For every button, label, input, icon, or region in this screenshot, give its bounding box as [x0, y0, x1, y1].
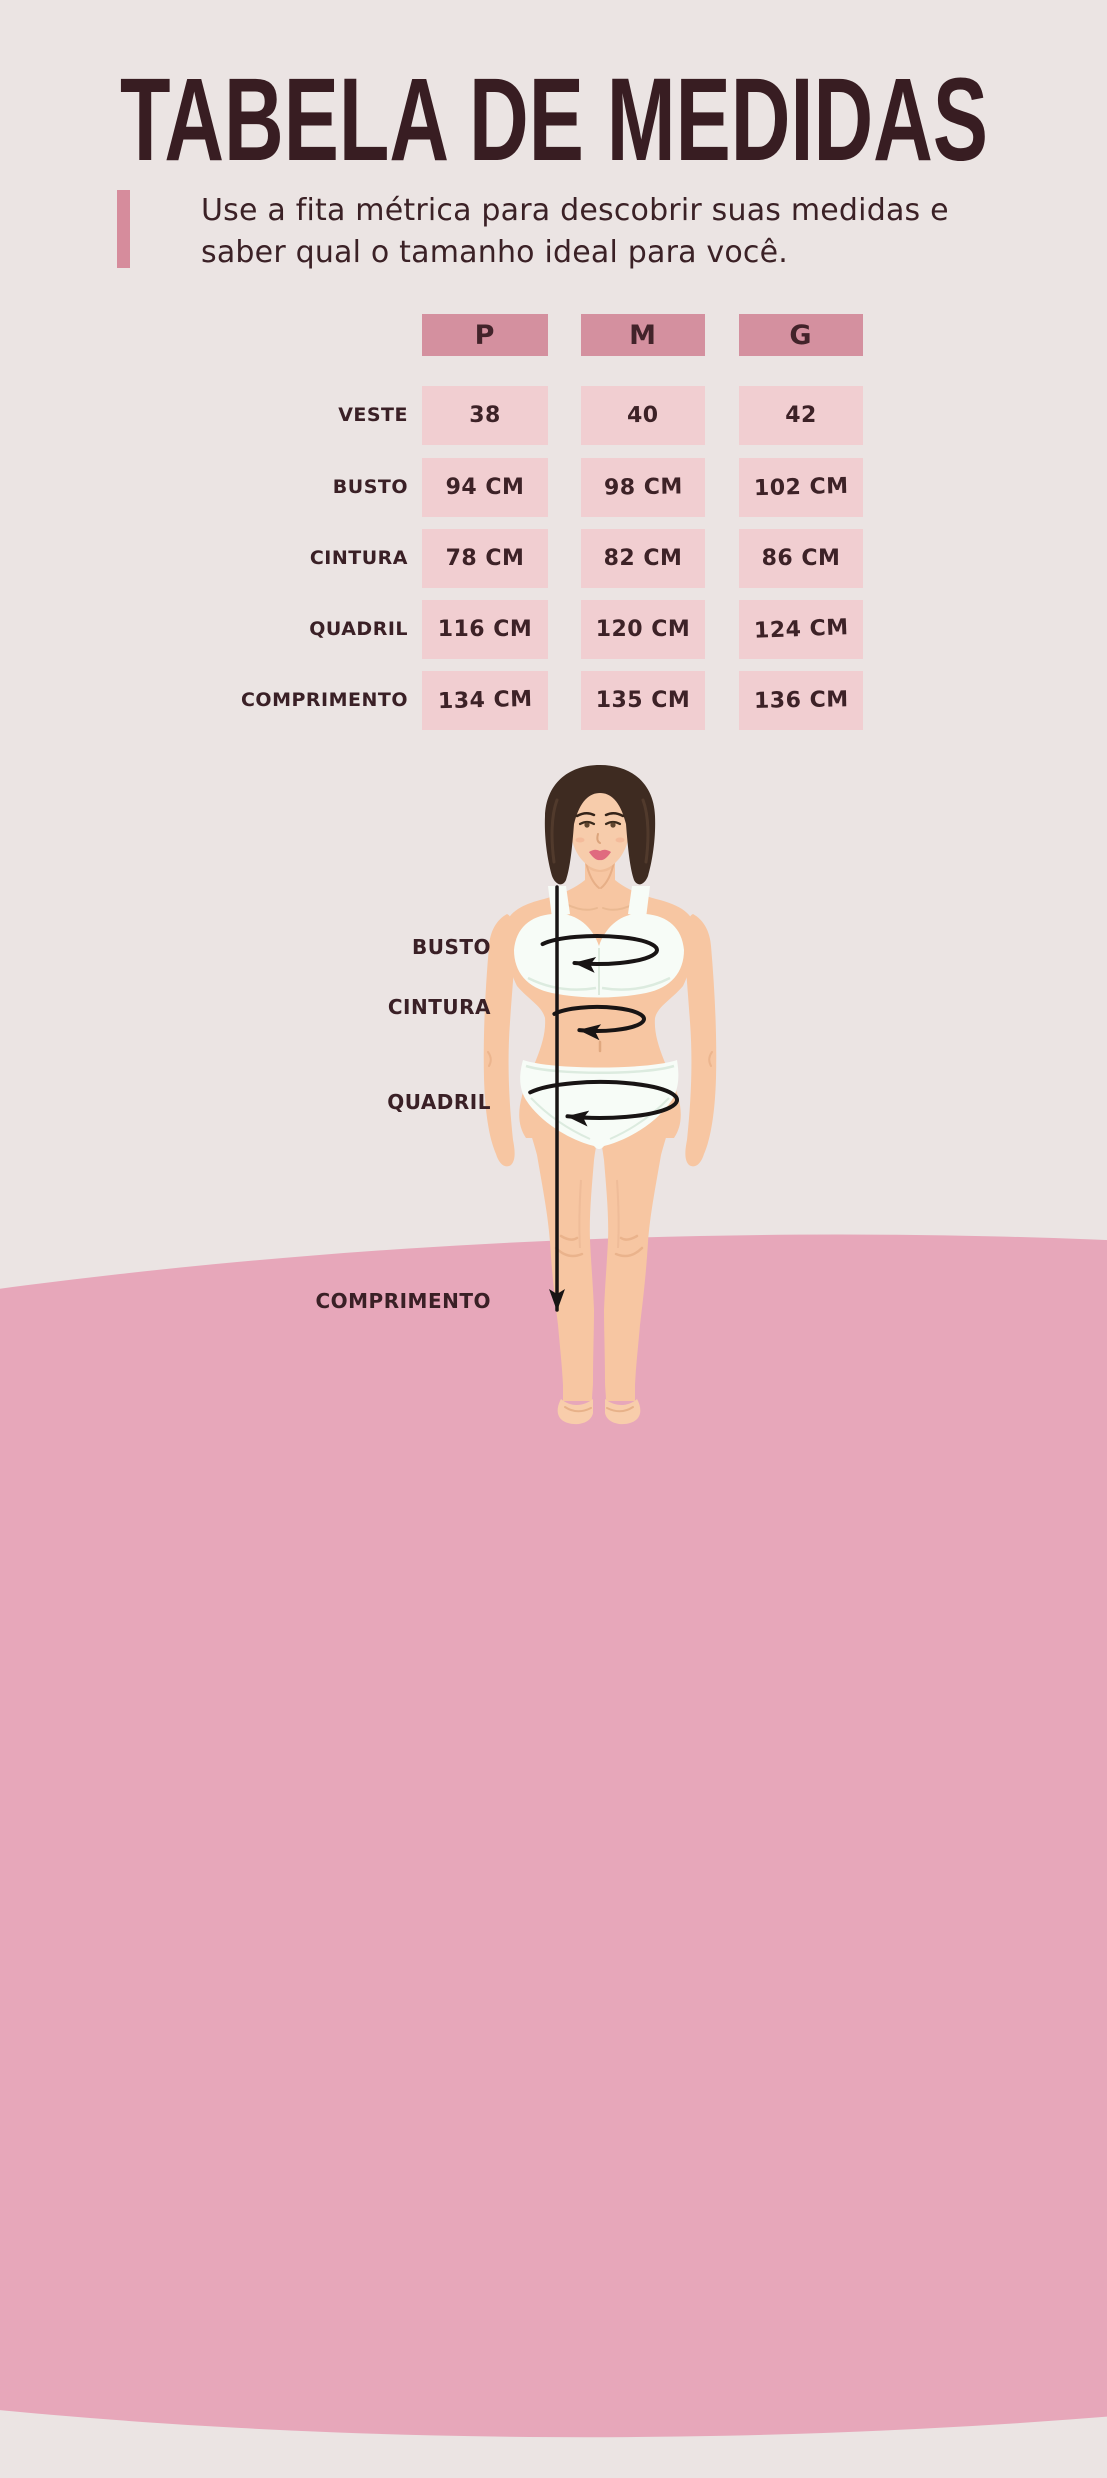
- head: [544, 765, 656, 885]
- size-value: 38: [469, 403, 501, 428]
- size-cell: 134 CM: [422, 671, 548, 730]
- size-cell: 124 CM: [739, 600, 863, 659]
- size-cell: 98 CM: [581, 458, 705, 517]
- size-cell: 42: [739, 386, 863, 445]
- row-label-cintura: CINTURA: [309, 547, 408, 569]
- hip-measure-arrow: [528, 1079, 679, 1127]
- row-label-quadril: QUADRIL: [309, 618, 408, 640]
- subtitle: Use a fita métrica para descobrir suas m…: [201, 190, 1041, 274]
- size-value: 120 CM: [595, 617, 691, 642]
- size-value: 82 CM: [603, 546, 683, 571]
- accent-bar: [117, 190, 130, 268]
- row-label-busto: BUSTO: [332, 476, 408, 498]
- size-cell: 116 CM: [422, 600, 548, 659]
- size-cell: 38: [422, 386, 548, 445]
- size-value: 124 CM: [753, 615, 849, 644]
- size-value: 136 CM: [753, 687, 849, 714]
- figure-label-cintura: CINTURA: [387, 995, 491, 1019]
- row-label-veste: VESTE: [338, 404, 408, 426]
- hair: [544, 765, 656, 885]
- size-value: 78 CM: [445, 546, 525, 571]
- size-cell: 40: [581, 386, 705, 445]
- size-cell: 78 CM: [422, 529, 548, 588]
- figure-label-comprimento: COMPRIMENTO: [315, 1289, 491, 1313]
- size-cell: 86 CM: [739, 529, 863, 588]
- size-value: 135 CM: [595, 688, 691, 713]
- subtitle-line-1: Use a fita métrica para descobrir suas m…: [201, 193, 949, 228]
- row-label-comprimento: COMPRIMENTO: [240, 689, 408, 711]
- panties: [520, 1060, 679, 1149]
- size-cell: 94 CM: [422, 458, 548, 517]
- page-title-text: TABELA DE MEDIDAS: [120, 66, 988, 170]
- size-value: 42: [785, 403, 817, 428]
- size-cell: 102 CM: [739, 458, 863, 517]
- size-cell: 135 CM: [581, 671, 705, 730]
- size-value: 86 CM: [761, 546, 841, 571]
- size-value: 94 CM: [445, 475, 525, 500]
- size-cell: 136 CM: [739, 671, 863, 730]
- measurement-arrows: [528, 885, 679, 1312]
- waist-measure-arrow: [552, 1004, 646, 1041]
- figure-label-quadril: QUADRIL: [387, 1090, 491, 1114]
- subtitle-line-2: saber qual o tamanho ideal para você.: [201, 235, 789, 270]
- woman-illustration: [483, 765, 717, 1425]
- size-value: 134 CM: [437, 686, 533, 715]
- bust-measure-arrow: [540, 934, 659, 973]
- figure-label-busto: BUSTO: [411, 935, 491, 959]
- column-header-p: P: [422, 314, 548, 356]
- size-value: 98 CM: [603, 474, 683, 501]
- column-header-g: G: [739, 314, 863, 356]
- size-cell: 82 CM: [581, 529, 705, 588]
- size-value: 102 CM: [753, 473, 849, 502]
- page-title: TABELA DE MEDIDAS: [120, 66, 988, 170]
- size-value: 116 CM: [437, 617, 533, 642]
- size-value: 40: [626, 402, 660, 429]
- column-header-m: M: [581, 314, 705, 356]
- size-cell: 120 CM: [581, 600, 705, 659]
